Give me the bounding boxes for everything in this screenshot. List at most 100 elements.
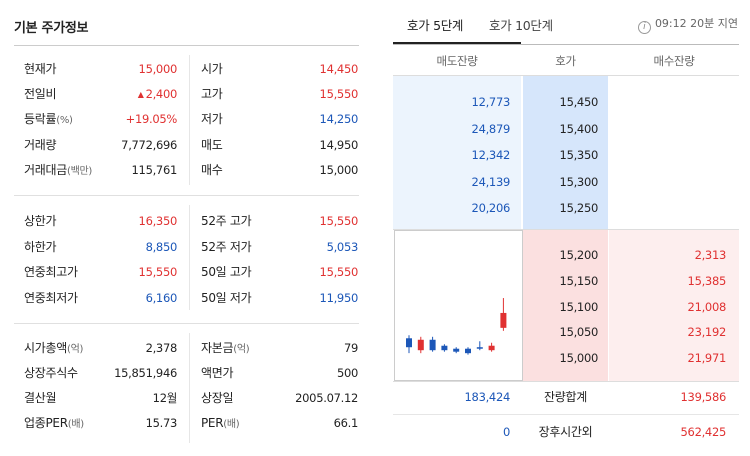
- label-text: 전일비: [24, 87, 57, 102]
- bid-price[interactable]: 15,100: [559, 299, 599, 314]
- candle: [453, 347, 460, 354]
- bid-row: 15,050 23,192: [393, 322, 739, 342]
- divider: [393, 229, 739, 230]
- field-value: 15,550: [319, 214, 359, 228]
- label-text: 현재가: [24, 62, 57, 76]
- totals-row: 0 장후시간외 562,425: [393, 422, 739, 442]
- ask-price[interactable]: 15,300: [559, 174, 599, 189]
- label-text: 거래대금: [24, 162, 67, 177]
- value-text: 15,550: [138, 265, 178, 279]
- ask-price[interactable]: 15,450: [559, 95, 599, 109]
- label-unit: (억): [66, 344, 84, 355]
- field-label: 결산월: [24, 388, 57, 408]
- label-text: 시가: [201, 62, 223, 76]
- column-separator: [189, 205, 190, 310]
- field-label: 매도: [201, 135, 223, 155]
- field-label: 상장일: [201, 388, 234, 408]
- divider: [393, 75, 739, 76]
- up-arrow-icon: ▲: [137, 90, 144, 100]
- candle: [476, 341, 483, 351]
- field-value: 14,450: [319, 62, 359, 76]
- label-text: 상장일: [201, 391, 234, 405]
- tab-5-levels[interactable]: 호가 5단계: [407, 18, 464, 33]
- field-value: 115,761: [67, 160, 178, 180]
- field-value: 11,950: [319, 290, 359, 305]
- ask-qty: 12,773: [471, 95, 511, 109]
- header-price: 호가: [555, 54, 576, 68]
- candle-body: [417, 339, 424, 351]
- ask-row: 24,879 15,400: [393, 119, 739, 139]
- column-separator: [189, 55, 190, 185]
- totals-label: 장후시간외: [538, 425, 593, 439]
- candle-body: [500, 312, 507, 328]
- value-text: +19.05%: [125, 112, 178, 127]
- ask-area-bg: [393, 76, 521, 229]
- field-value: 15.73: [67, 413, 178, 433]
- field-value: 15,000: [67, 59, 178, 79]
- candle: [441, 344, 448, 352]
- divider: [393, 381, 739, 382]
- ask-price[interactable]: 15,250: [559, 201, 599, 215]
- mini-candle-chart: [394, 230, 523, 381]
- label-text: 자본금: [201, 341, 234, 355]
- field-label: 고가: [201, 84, 223, 104]
- tab-10-levels[interactable]: 호가 10단계: [489, 18, 553, 33]
- stock-info-row: 결산월 12월 상장일 2005.07.12: [14, 388, 359, 408]
- field-label: 시가: [201, 59, 223, 79]
- field-value: 14,950: [319, 137, 359, 152]
- bid-price[interactable]: 15,150: [559, 273, 599, 288]
- field-value: 6,160: [67, 288, 178, 308]
- ask-price[interactable]: 15,350: [559, 148, 599, 162]
- field-label: 50일 고가: [201, 262, 252, 282]
- totals-label: 잔량합계: [544, 390, 587, 404]
- field-value: 500: [336, 366, 358, 380]
- basic-stock-info-panel: 기본 주가정보 현재가 15,000 시가 14,450 전일비 ▲ 2,400 고가 15,5…: [14, 0, 359, 456]
- total-bid-qty: 139,586: [680, 390, 727, 404]
- bid-qty: 15,385: [687, 273, 727, 288]
- value-text: 15.73: [145, 416, 178, 430]
- totals-row: 183,424 잔량합계 139,586: [393, 387, 739, 407]
- label-text: 저가: [201, 112, 223, 127]
- bid-price[interactable]: 15,000: [559, 351, 599, 366]
- stock-info-row: 연중최고가 15,550 50일 고가 15,550: [14, 262, 359, 282]
- field-label: 52주 고가: [201, 211, 252, 231]
- stock-info-row: 하한가 8,850 52주 저가 5,053: [14, 237, 359, 257]
- value-text: 2,400: [145, 87, 178, 102]
- bid-row: 15,000 21,971: [393, 348, 739, 368]
- candle-body: [476, 347, 483, 349]
- section-divider: [14, 195, 359, 196]
- field-label: 업종PER(배): [24, 413, 84, 435]
- field-value: 7,772,696: [67, 135, 177, 155]
- bid-area-bg: [609, 230, 739, 381]
- value-text: 15,000: [138, 62, 178, 76]
- value-text: 2,378: [145, 341, 178, 355]
- bid-price[interactable]: 15,200: [559, 248, 599, 262]
- label-text: 50일 고가: [201, 265, 252, 279]
- field-label: PER(배): [201, 413, 240, 435]
- field-value: 14,250: [319, 112, 359, 127]
- ask-qty: 24,879: [471, 121, 511, 136]
- info-icon[interactable]: i: [637, 21, 651, 34]
- field-value: 66.1: [333, 416, 359, 430]
- stock-info-row: 연중최저가 6,160 50일 저가 11,950: [14, 288, 359, 308]
- bid-price[interactable]: 15,050: [559, 325, 599, 340]
- active-tab-indicator: [393, 42, 521, 45]
- ask-price[interactable]: 15,400: [559, 121, 599, 136]
- label-text: 상장주식수: [24, 366, 78, 380]
- bid-price-area-bg: [523, 230, 608, 381]
- ask-qty: 20,206: [471, 201, 511, 215]
- divider: [14, 45, 359, 46]
- label-unit: (억): [233, 344, 250, 355]
- field-value: 15,550: [67, 262, 178, 282]
- label-text: 고가: [201, 87, 223, 102]
- field-label: 하한가: [24, 237, 57, 257]
- candle-body: [453, 348, 460, 352]
- candle: [406, 335, 412, 354]
- label-text: 50일 저가: [201, 290, 252, 305]
- stock-info-row: 상장주식수 15,851,946 액면가 500: [14, 363, 359, 383]
- field-value: 5,053: [326, 239, 359, 254]
- field-label: 자본금(억): [201, 338, 250, 360]
- label-text: 시가총액: [24, 341, 67, 355]
- candle: [488, 342, 495, 352]
- field-value: 8,850: [67, 237, 178, 257]
